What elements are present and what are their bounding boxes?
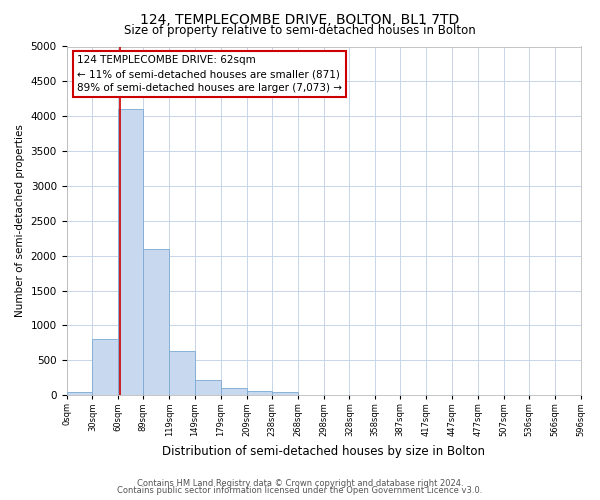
Text: Contains HM Land Registry data © Crown copyright and database right 2024.: Contains HM Land Registry data © Crown c…: [137, 478, 463, 488]
Text: 124, TEMPLECOMBE DRIVE, BOLTON, BL1 7TD: 124, TEMPLECOMBE DRIVE, BOLTON, BL1 7TD: [140, 12, 460, 26]
Bar: [195, 380, 221, 395]
Text: Size of property relative to semi-detached houses in Bolton: Size of property relative to semi-detach…: [124, 24, 476, 37]
Bar: [92, 340, 118, 395]
Y-axis label: Number of semi-detached properties: Number of semi-detached properties: [15, 124, 25, 318]
Bar: [247, 391, 272, 395]
Text: 124 TEMPLECOMBE DRIVE: 62sqm
← 11% of semi-detached houses are smaller (871)
89%: 124 TEMPLECOMBE DRIVE: 62sqm ← 11% of se…: [77, 55, 342, 93]
Bar: [118, 110, 143, 395]
X-axis label: Distribution of semi-detached houses by size in Bolton: Distribution of semi-detached houses by …: [162, 444, 485, 458]
Bar: [67, 392, 92, 395]
Bar: [298, 394, 323, 395]
Bar: [272, 392, 298, 395]
Bar: [169, 352, 195, 395]
Bar: [221, 388, 247, 395]
Text: Contains public sector information licensed under the Open Government Licence v3: Contains public sector information licen…: [118, 486, 482, 495]
Bar: [143, 249, 169, 395]
